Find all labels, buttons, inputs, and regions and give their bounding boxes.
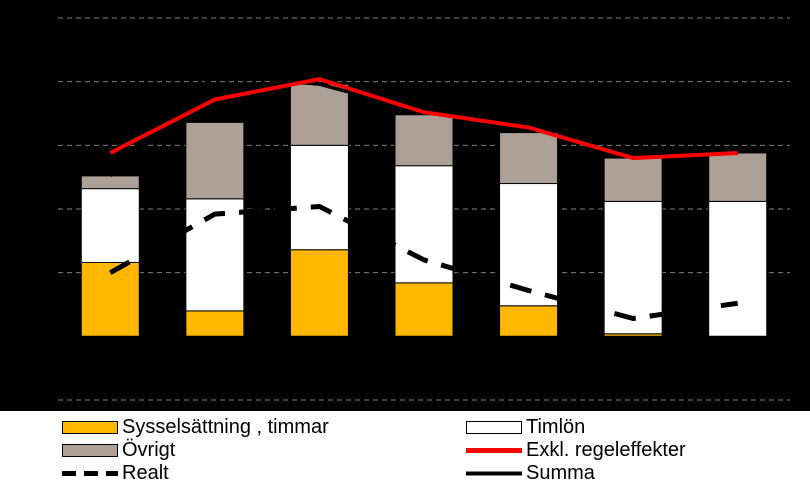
bar-timlon-7	[708, 200, 768, 337]
legend-swatch-ovrigt	[62, 443, 118, 457]
bar-ovrigt-1	[80, 175, 140, 190]
legend-swatch-timlon	[466, 420, 522, 434]
legend-label-realt: Realt	[122, 461, 169, 484]
bar-sysselsattning-1	[80, 261, 140, 337]
legend-swatch-realt	[62, 467, 118, 480]
gridlines	[58, 17, 790, 401]
legend-item-realt: Realt	[62, 462, 169, 484]
legend-label-sysselsattning: Sysselsättning , timmar	[122, 415, 329, 438]
bar-ovrigt-4	[394, 114, 454, 167]
legend-swatch-exkl	[466, 444, 522, 457]
bar-ovrigt-6	[603, 157, 663, 202]
legend-item-summa: Summa	[466, 462, 595, 484]
legend-swatch-sysselsattning	[62, 420, 118, 434]
bar-sysselsattning-3	[289, 249, 349, 337]
lines	[109, 72, 739, 322]
bar-timlon-1	[80, 188, 140, 263]
bar-sysselsattning-4	[394, 282, 454, 337]
legend-label-summa: Summa	[526, 461, 595, 484]
legend-item-ovrigt: Övrigt	[62, 439, 175, 461]
legend-swatch-summa	[466, 467, 522, 480]
bar-timlon-3	[289, 144, 349, 251]
legend-item-exkl: Exkl. regeleffekter	[466, 439, 686, 461]
legend-label-exkl: Exkl. regeleffekter	[526, 438, 686, 461]
bar-ovrigt-5	[499, 132, 559, 185]
line-realt	[109, 203, 739, 322]
bar-timlon-5	[499, 183, 559, 307]
bar-sysselsattning-2	[185, 310, 245, 337]
legend: Sysselsättning , timmar Timlön Övrigt Ex…	[0, 410, 810, 486]
line-exkl	[109, 77, 738, 161]
bar-ovrigt-3	[289, 83, 349, 146]
legend-label-ovrigt: Övrigt	[122, 438, 176, 461]
chart	[58, 17, 790, 401]
bar-ovrigt-7	[708, 152, 768, 202]
bar-ovrigt-2	[185, 121, 245, 200]
legend-item-timlon: Timlön	[466, 416, 585, 438]
legend-label-timlon: Timlön	[526, 415, 586, 438]
bar-sysselsattning-5	[499, 305, 559, 337]
legend-item-sysselsattning: Sysselsättning , timmar	[62, 416, 329, 438]
